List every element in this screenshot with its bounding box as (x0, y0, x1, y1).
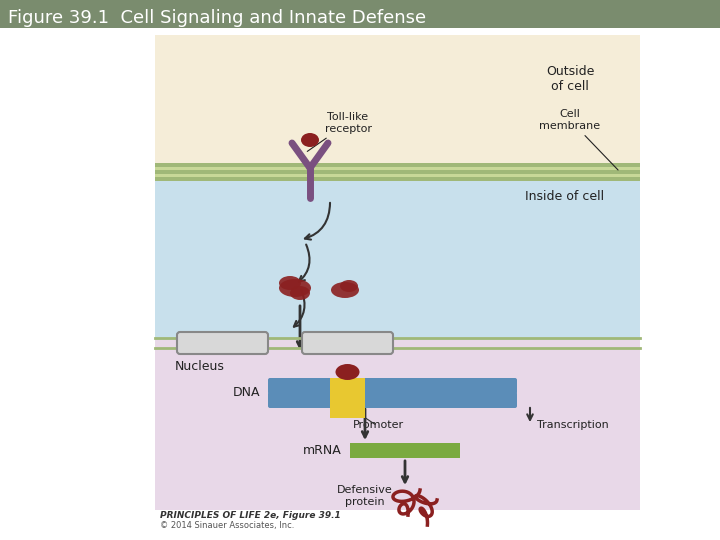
FancyBboxPatch shape (155, 340, 640, 510)
Text: Figure 39.1  Cell Signaling and Innate Defense: Figure 39.1 Cell Signaling and Innate De… (8, 9, 426, 27)
Ellipse shape (336, 364, 359, 380)
FancyBboxPatch shape (155, 174, 640, 178)
Ellipse shape (290, 286, 310, 300)
FancyBboxPatch shape (0, 0, 720, 28)
FancyBboxPatch shape (155, 165, 640, 340)
Text: PRINCIPLES OF LIFE 2e, Figure 39.1: PRINCIPLES OF LIFE 2e, Figure 39.1 (160, 511, 341, 520)
Text: Cell
membrane: Cell membrane (539, 109, 618, 170)
FancyBboxPatch shape (330, 378, 365, 418)
FancyBboxPatch shape (302, 332, 393, 354)
FancyBboxPatch shape (268, 392, 517, 408)
Ellipse shape (279, 279, 311, 297)
FancyBboxPatch shape (350, 443, 460, 458)
Ellipse shape (331, 282, 359, 298)
Text: Nucleus: Nucleus (175, 360, 225, 373)
Text: Inside of cell: Inside of cell (526, 190, 605, 203)
Text: mRNA: mRNA (303, 443, 342, 456)
FancyBboxPatch shape (155, 178, 640, 181)
Ellipse shape (279, 276, 301, 290)
Text: Defensive
protein: Defensive protein (337, 485, 393, 507)
FancyBboxPatch shape (155, 35, 640, 165)
Text: Promoter: Promoter (353, 420, 404, 430)
FancyBboxPatch shape (155, 163, 640, 167)
Ellipse shape (301, 133, 319, 147)
FancyBboxPatch shape (177, 332, 268, 354)
FancyBboxPatch shape (155, 170, 640, 174)
Text: Outside
of cell: Outside of cell (546, 65, 594, 93)
FancyBboxPatch shape (268, 378, 517, 394)
Text: DNA: DNA (233, 387, 260, 400)
Text: Transcription: Transcription (537, 420, 608, 430)
FancyBboxPatch shape (155, 167, 640, 170)
Text: © 2014 Sinauer Associates, Inc.: © 2014 Sinauer Associates, Inc. (160, 521, 294, 530)
Ellipse shape (340, 280, 358, 292)
Text: Toll-like
receptor: Toll-like receptor (307, 112, 372, 151)
